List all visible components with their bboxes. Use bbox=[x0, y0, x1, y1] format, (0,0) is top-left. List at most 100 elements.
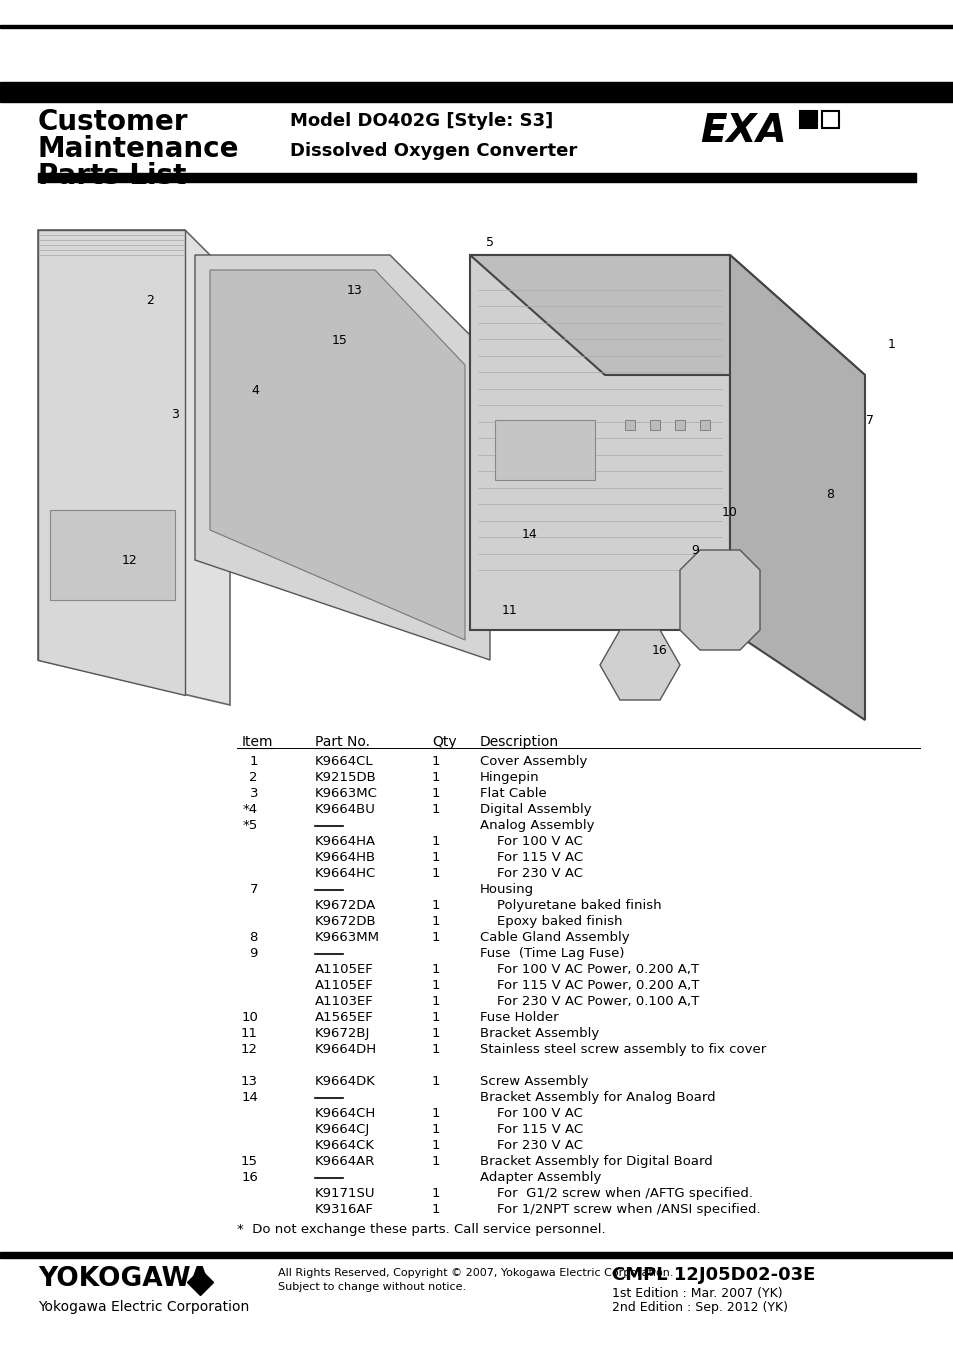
Text: *  Do not exchange these parts. Call service personnel.: * Do not exchange these parts. Call serv… bbox=[236, 1223, 605, 1237]
Text: K9215DB: K9215DB bbox=[314, 771, 376, 784]
Text: 1: 1 bbox=[431, 1156, 439, 1168]
Text: Description: Description bbox=[479, 734, 558, 749]
Bar bbox=[821, 111, 838, 128]
Text: 16: 16 bbox=[652, 644, 667, 656]
Polygon shape bbox=[679, 549, 760, 649]
Text: K9664DH: K9664DH bbox=[314, 1044, 376, 1056]
Text: K9664AR: K9664AR bbox=[314, 1156, 375, 1168]
Text: K9171SU: K9171SU bbox=[314, 1187, 375, 1200]
Text: K9672DA: K9672DA bbox=[314, 899, 376, 913]
Bar bbox=[649, 420, 659, 431]
Text: 2: 2 bbox=[146, 293, 153, 306]
Text: 2nd Edition : Sep. 2012 (YK): 2nd Edition : Sep. 2012 (YK) bbox=[612, 1301, 787, 1314]
Text: 3: 3 bbox=[250, 787, 257, 801]
Bar bbox=[38, 173, 915, 182]
Text: A1103EF: A1103EF bbox=[314, 995, 374, 1008]
Text: For 100 V AC: For 100 V AC bbox=[479, 1107, 582, 1120]
Text: 14: 14 bbox=[521, 528, 537, 541]
Text: Stainless steel screw assembly to fix cover: Stainless steel screw assembly to fix co… bbox=[479, 1044, 765, 1056]
Text: Cover Assembly: Cover Assembly bbox=[479, 755, 587, 768]
Text: 1: 1 bbox=[431, 1203, 439, 1216]
Polygon shape bbox=[210, 270, 464, 640]
Polygon shape bbox=[194, 255, 490, 660]
Text: 1: 1 bbox=[431, 1187, 439, 1200]
Text: 1: 1 bbox=[431, 836, 439, 848]
Text: Digital Assembly: Digital Assembly bbox=[479, 803, 591, 815]
Polygon shape bbox=[38, 230, 185, 695]
Text: 2: 2 bbox=[250, 771, 257, 784]
Polygon shape bbox=[599, 630, 679, 701]
Text: Analog Assembly: Analog Assembly bbox=[479, 819, 594, 832]
Text: 1: 1 bbox=[887, 339, 895, 351]
Bar bbox=[0, 1251, 953, 1258]
Text: K9664CJ: K9664CJ bbox=[314, 1123, 370, 1135]
Text: 9: 9 bbox=[690, 544, 699, 556]
Polygon shape bbox=[729, 255, 864, 720]
Text: For  G1/2 screw when /AFTG specified.: For G1/2 screw when /AFTG specified. bbox=[479, 1187, 752, 1200]
Text: 11: 11 bbox=[501, 603, 517, 617]
Text: All Rights Reserved, Copyright © 2007, Yokogawa Electric Corporation.: All Rights Reserved, Copyright © 2007, Y… bbox=[277, 1268, 673, 1278]
Text: Item: Item bbox=[242, 734, 274, 749]
Text: K9664HC: K9664HC bbox=[314, 867, 375, 880]
Text: For 100 V AC: For 100 V AC bbox=[479, 836, 582, 848]
Text: K9664HB: K9664HB bbox=[314, 850, 375, 864]
Text: For 115 V AC: For 115 V AC bbox=[479, 850, 582, 864]
Text: 9: 9 bbox=[250, 946, 257, 960]
Text: Screw Assembly: Screw Assembly bbox=[479, 1075, 588, 1088]
Text: 1: 1 bbox=[431, 803, 439, 815]
Text: CMPL 12J05D02-03E: CMPL 12J05D02-03E bbox=[612, 1266, 815, 1284]
Text: 15: 15 bbox=[241, 1156, 257, 1168]
Text: 1: 1 bbox=[431, 915, 439, 927]
Text: 1: 1 bbox=[431, 755, 439, 768]
Text: 1: 1 bbox=[431, 1044, 439, 1056]
Text: 1: 1 bbox=[431, 1107, 439, 1120]
Text: Subject to change without notice.: Subject to change without notice. bbox=[277, 1282, 466, 1292]
Text: 8: 8 bbox=[250, 931, 257, 944]
Text: For 115 V AC Power, 0.200 A,T: For 115 V AC Power, 0.200 A,T bbox=[479, 979, 699, 992]
Bar bbox=[675, 420, 684, 431]
Text: K9664CK: K9664CK bbox=[314, 1139, 375, 1152]
Text: Part No.: Part No. bbox=[314, 734, 370, 749]
Text: For 230 V AC: For 230 V AC bbox=[479, 1139, 582, 1152]
Text: 1: 1 bbox=[431, 850, 439, 864]
Text: Bracket Assembly for Analog Board: Bracket Assembly for Analog Board bbox=[479, 1091, 715, 1104]
Text: For 1/2NPT screw when /ANSI specified.: For 1/2NPT screw when /ANSI specified. bbox=[479, 1203, 760, 1216]
Text: 10: 10 bbox=[721, 505, 738, 518]
Text: Bracket Assembly for Digital Board: Bracket Assembly for Digital Board bbox=[479, 1156, 712, 1168]
Text: 1: 1 bbox=[431, 1011, 439, 1025]
Text: 11: 11 bbox=[241, 1027, 257, 1040]
Bar bbox=[800, 111, 816, 128]
Text: For 100 V AC Power, 0.200 A,T: For 100 V AC Power, 0.200 A,T bbox=[479, 963, 699, 976]
Text: Flat Cable: Flat Cable bbox=[479, 787, 546, 801]
Text: 12: 12 bbox=[241, 1044, 257, 1056]
Text: K9672BJ: K9672BJ bbox=[314, 1027, 370, 1040]
Polygon shape bbox=[470, 255, 864, 375]
Text: 1st Edition : Mar. 2007 (YK): 1st Edition : Mar. 2007 (YK) bbox=[612, 1287, 781, 1300]
Text: 1: 1 bbox=[431, 771, 439, 784]
Text: A1105EF: A1105EF bbox=[314, 979, 374, 992]
Text: Housing: Housing bbox=[479, 883, 534, 896]
Bar bbox=[624, 420, 635, 431]
Text: YOKOGAWA: YOKOGAWA bbox=[38, 1266, 210, 1292]
Text: K9672DB: K9672DB bbox=[314, 915, 376, 927]
Text: 4: 4 bbox=[251, 383, 258, 397]
Text: 1: 1 bbox=[250, 755, 257, 768]
Text: 8: 8 bbox=[825, 489, 833, 501]
Text: 1: 1 bbox=[431, 1027, 439, 1040]
Text: 12: 12 bbox=[122, 554, 138, 567]
Text: A1565EF: A1565EF bbox=[314, 1011, 374, 1025]
Text: K9664BU: K9664BU bbox=[314, 803, 375, 815]
Text: K9664DK: K9664DK bbox=[314, 1075, 375, 1088]
Bar bbox=[495, 420, 595, 481]
Text: For 115 V AC: For 115 V AC bbox=[479, 1123, 582, 1135]
Text: For 230 V AC: For 230 V AC bbox=[479, 867, 582, 880]
Text: 1: 1 bbox=[431, 867, 439, 880]
Text: EXA: EXA bbox=[700, 112, 786, 150]
Bar bbox=[0, 26, 953, 28]
Text: K9316AF: K9316AF bbox=[314, 1203, 374, 1216]
Text: 1: 1 bbox=[431, 963, 439, 976]
Text: Qty: Qty bbox=[432, 734, 456, 749]
Text: 7: 7 bbox=[250, 883, 257, 896]
Text: 1: 1 bbox=[431, 979, 439, 992]
Text: Epoxy baked finish: Epoxy baked finish bbox=[479, 915, 622, 927]
